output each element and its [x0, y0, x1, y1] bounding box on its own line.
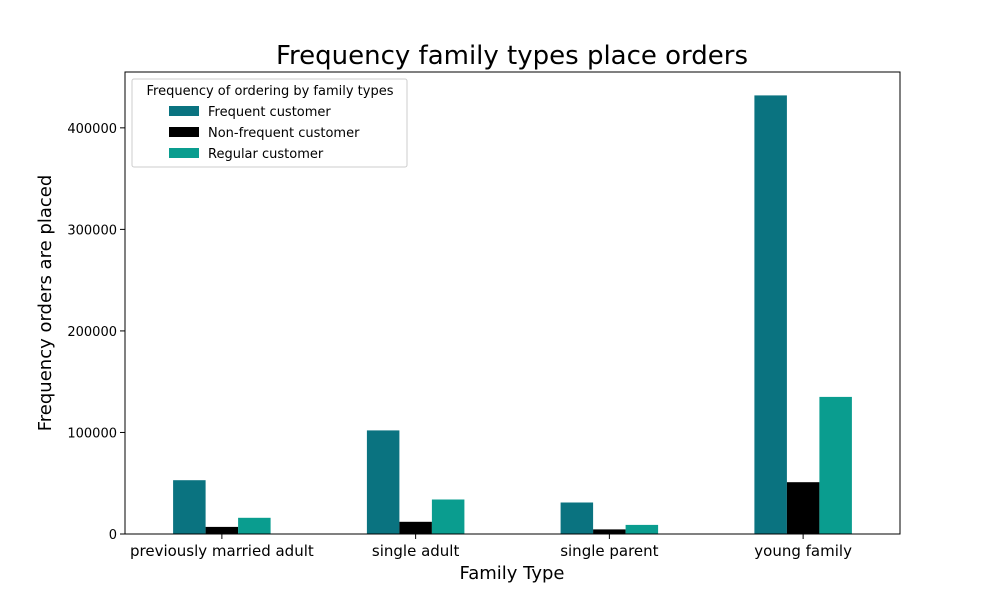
bar-frequent-customer-young-family [754, 95, 787, 535]
x-axis-label: Family Type [460, 563, 565, 584]
y-tick-label: 400000 [67, 122, 117, 137]
bars-group [173, 95, 852, 535]
y-tick-label: 0 [109, 528, 117, 543]
x-tick-label: single parent [560, 542, 658, 560]
y-axis-label: Frequency orders are placed [35, 175, 56, 432]
legend-label-frequent-customer: Frequent customer [208, 105, 331, 120]
y-tick-label: 300000 [67, 223, 117, 238]
x-tick-label: young family [754, 542, 852, 560]
legend-swatch-regular-customer [169, 148, 199, 158]
y-tick-label: 100000 [67, 426, 117, 441]
bar-non-frequent-customer-young-family [786, 482, 820, 534]
bar-regular-customer-single-adult [431, 499, 465, 534]
legend-swatch-frequent-customer [169, 106, 199, 116]
bar-frequent-customer-single-adult [366, 430, 400, 534]
legend-items: Frequent customer Non-frequent customer Re… [169, 105, 360, 162]
legend-title: Frequency of ordering by family types [147, 84, 394, 99]
bar-non-frequent-customer-single-adult [399, 521, 432, 534]
legend: Frequency of ordering by family types Fr… [131, 78, 408, 168]
bar-non-frequent-customer-previously-married-adult [205, 526, 239, 534]
plot-frame [124, 71, 901, 535]
legend-swatch-non-frequent-customer [169, 127, 199, 137]
legend-label-non-frequent-customer: Non-frequent customer [208, 126, 360, 141]
bar-regular-customer-single-parent [625, 524, 659, 534]
y-tick-label: 200000 [67, 325, 117, 340]
bar-non-frequent-customer-single-parent [593, 529, 626, 534]
chart-title: Frequency family types place orders [276, 41, 748, 71]
bar-frequent-customer-single-parent [560, 502, 594, 534]
x-tick-label: previously married adult [130, 542, 314, 560]
bar-frequent-customer-previously-married-adult [173, 480, 206, 534]
x-axis: previously married adult single adult sing… [130, 534, 852, 560]
x-tick-label: single adult [372, 542, 460, 560]
bar-regular-customer-young-family [819, 396, 852, 534]
y-axis: 0 100000 200000 300000 400000 [67, 122, 125, 543]
bar-regular-customer-previously-married-adult [238, 517, 271, 534]
legend-label-regular-customer: Regular customer [208, 147, 324, 162]
legend-box [131, 78, 408, 168]
